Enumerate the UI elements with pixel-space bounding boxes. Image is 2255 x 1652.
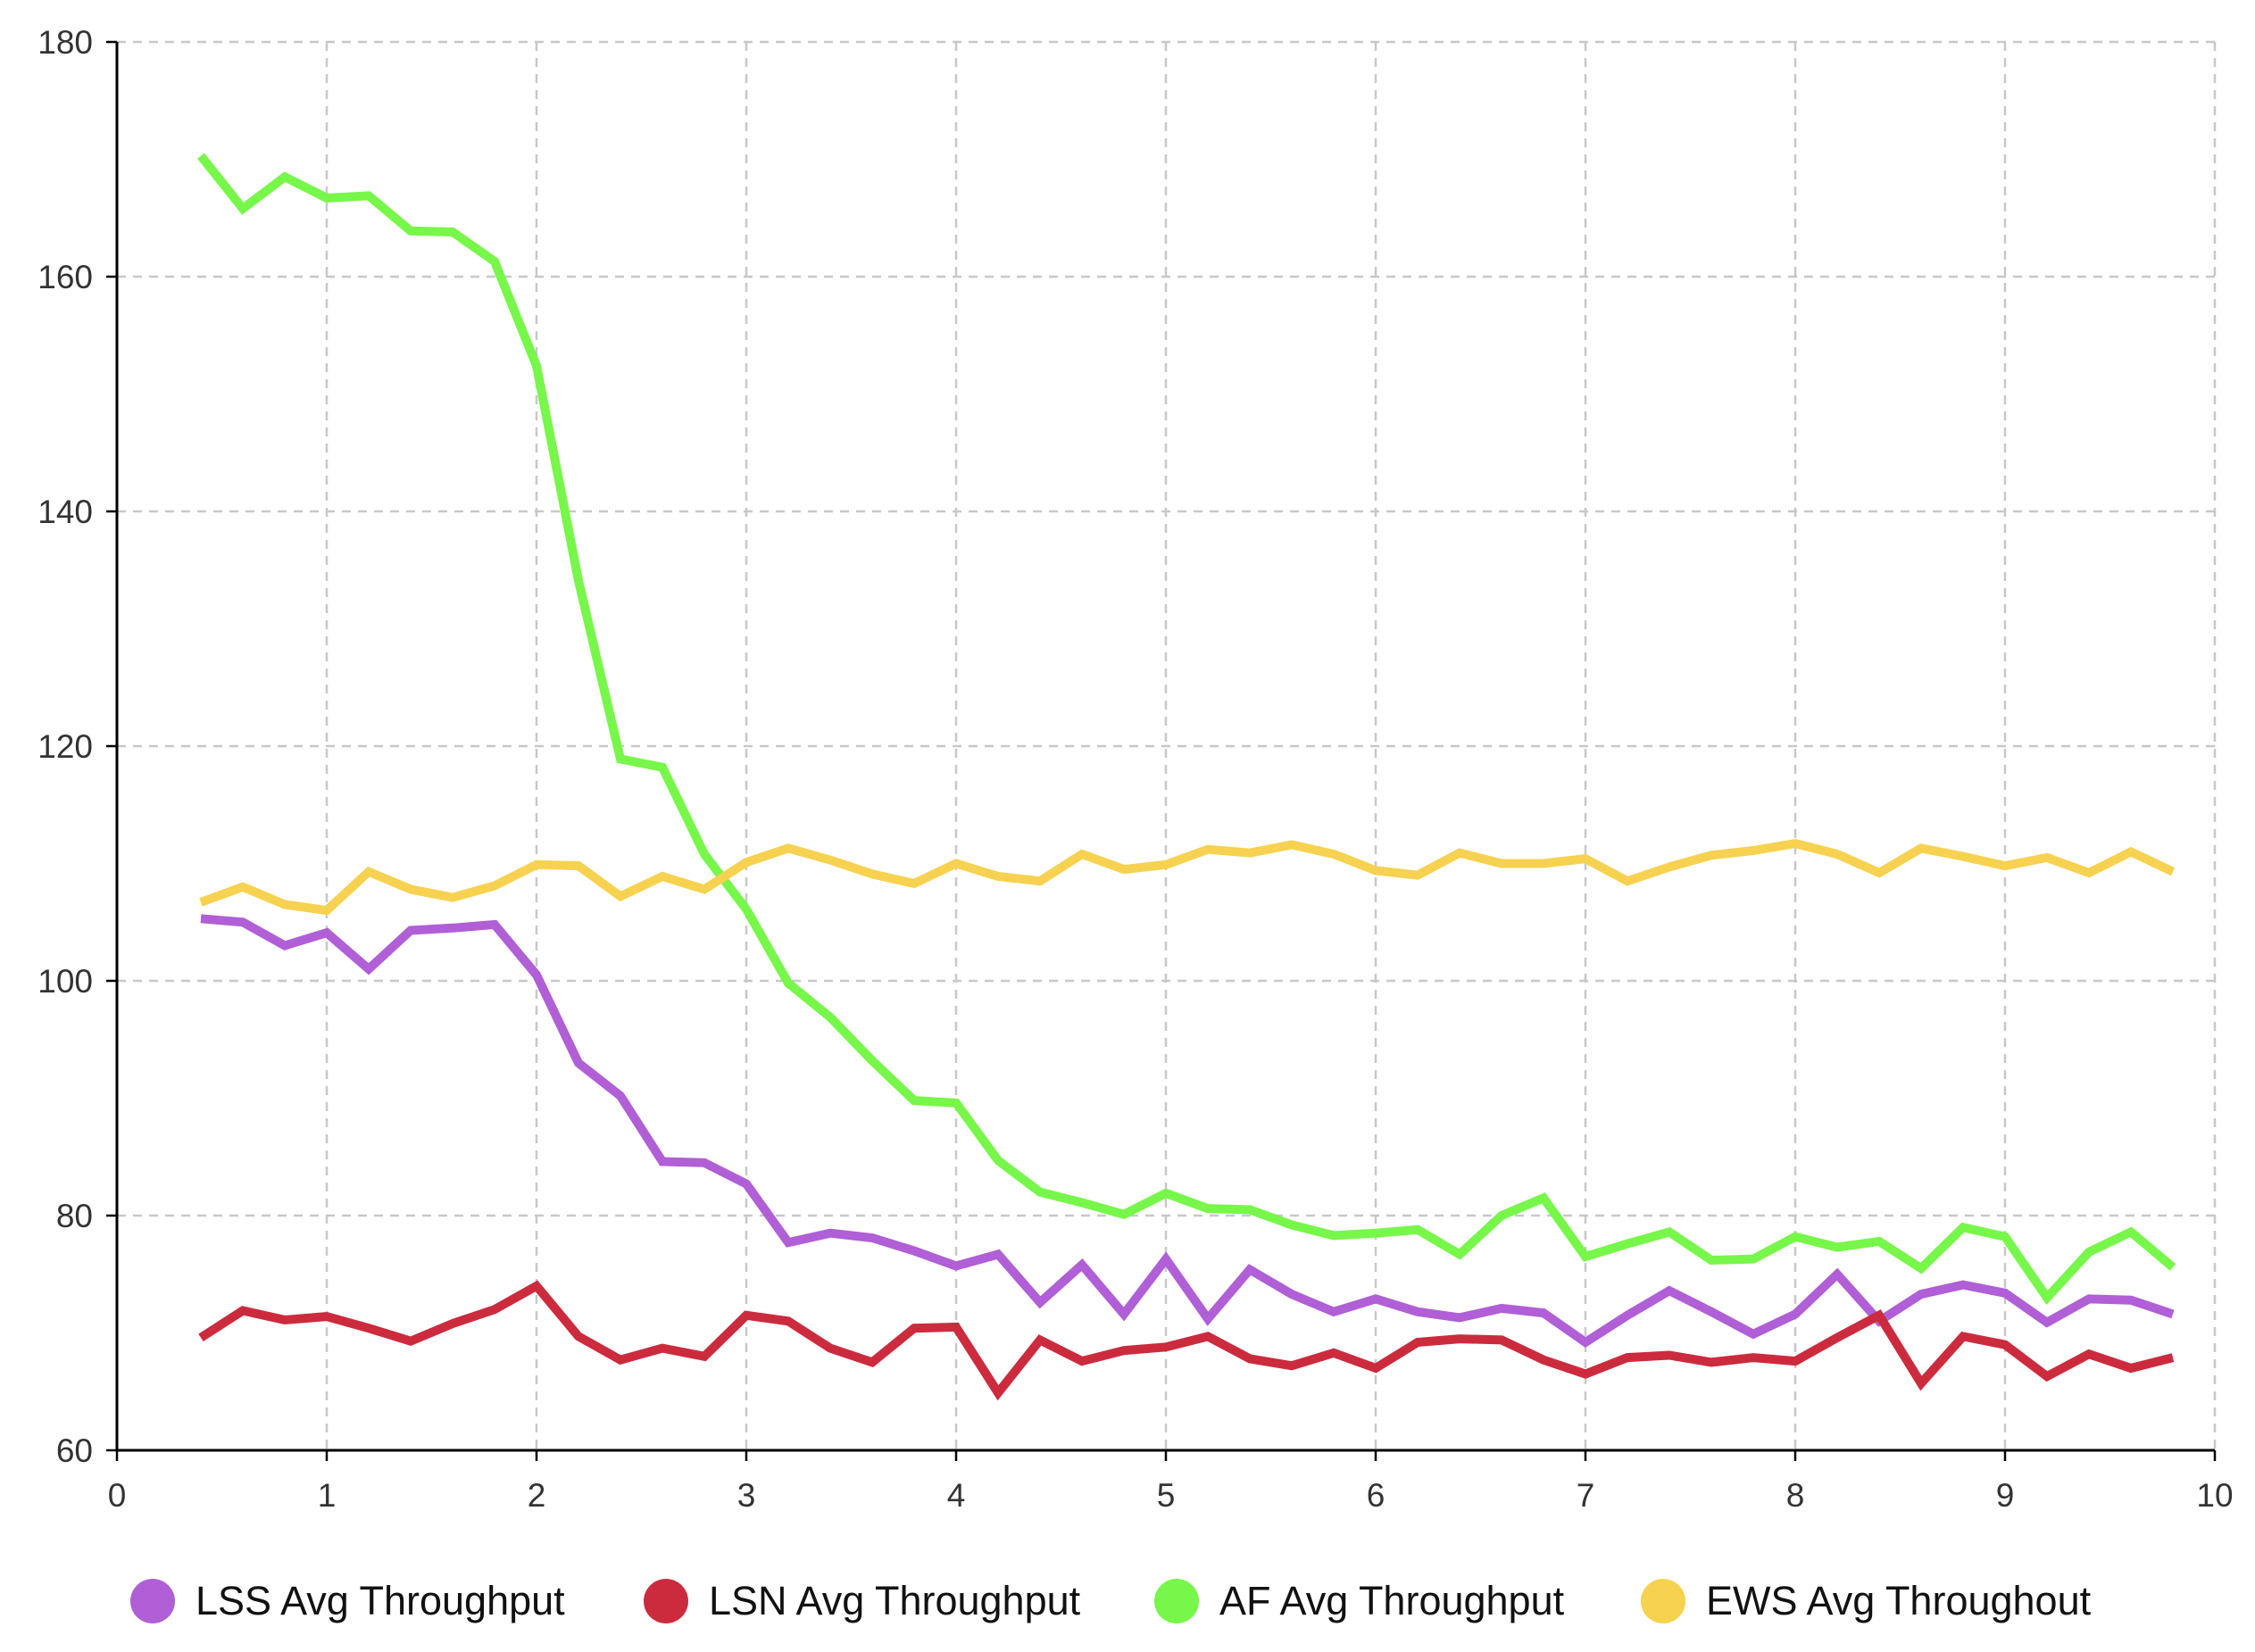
axes: 0 1 2 3 4 5 6 7 8 9 10 60 80 100 120 140 160 180	[37, 24, 2233, 1514]
y-tick-label: 120	[37, 728, 93, 765]
x-tick-label: 9	[1996, 1477, 2015, 1514]
x-tick-label: 10	[2196, 1477, 2233, 1514]
legend-label: LSS Avg Throughput	[196, 1578, 565, 1623]
legend: LSS Avg Throughput LSN Avg Throughput AF A…	[130, 1578, 2092, 1623]
x-tick-label: 4	[947, 1477, 966, 1514]
x-tick-label: 1	[318, 1477, 337, 1514]
series-line-1	[200, 914, 2175, 1349]
y-tick-label: 140	[37, 494, 93, 530]
legend-label: AF Avg Throughput	[1219, 1578, 1565, 1623]
x-tick-label: 6	[1367, 1477, 1385, 1514]
series-line-4	[199, 838, 2176, 916]
y-tick-label: 160	[37, 259, 93, 295]
legend-marker	[644, 1579, 688, 1623]
x-tick-label: 2	[528, 1477, 546, 1514]
y-tick-label: 60	[56, 1432, 93, 1469]
legend-label: LSN Avg Throughput	[709, 1578, 1081, 1623]
x-tick-label: 3	[737, 1477, 756, 1514]
legend-marker	[1641, 1579, 1685, 1623]
legend-item-4: EWS Avg Throughout	[1641, 1578, 2092, 1623]
y-tick-label: 100	[37, 963, 93, 1000]
legend-item-2: LSN Avg Throughput	[644, 1578, 1081, 1623]
series-line-3	[197, 153, 2176, 1306]
x-tick-label: 0	[108, 1477, 127, 1514]
legend-item-3: AF Avg Throughput	[1154, 1578, 1565, 1623]
x-tick-label: 5	[1157, 1477, 1176, 1514]
legend-marker	[130, 1579, 175, 1623]
x-tick-label: 7	[1577, 1477, 1595, 1514]
y-tick-label: 180	[37, 24, 93, 61]
legend-item-1: LSS Avg Throughput	[130, 1578, 565, 1623]
grid	[117, 40, 2217, 1450]
series-line-2	[198, 1280, 2175, 1401]
x-tick-label: 8	[1786, 1477, 1805, 1514]
legend-marker	[1154, 1579, 1199, 1623]
series-lines	[197, 153, 2176, 1401]
legend-label: EWS Avg Throughout	[1706, 1578, 2092, 1623]
y-tick-label: 80	[56, 1198, 93, 1234]
